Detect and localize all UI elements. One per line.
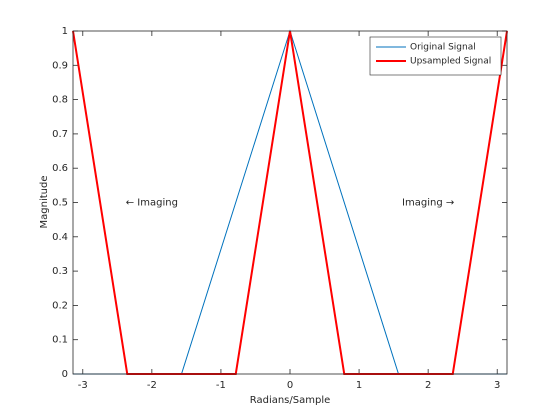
legend-box xyxy=(369,36,502,76)
axes-box xyxy=(72,30,508,375)
legend-label: Original Signal xyxy=(410,43,476,53)
x-tick-label: 0 xyxy=(287,380,293,391)
legend-label: Upsampled Signal xyxy=(410,57,491,67)
x-tick-label: -3 xyxy=(78,380,88,391)
x-tick-label: 1 xyxy=(356,380,362,391)
x-tick-label: 3 xyxy=(494,380,500,391)
x-tick-label: 2 xyxy=(425,380,431,391)
y-tick-label: 0.7 xyxy=(52,129,68,140)
y-tick-label: 0.2 xyxy=(52,300,68,311)
annotation: ← Imaging xyxy=(126,198,178,209)
legend: Original Signal Upsampled Signal xyxy=(369,36,502,76)
y-tick-label: 1 xyxy=(62,26,68,37)
y-tick-label: 0.5 xyxy=(52,198,68,209)
y-tick-label: 0.6 xyxy=(52,163,68,174)
annotation: Imaging → xyxy=(402,198,454,209)
x-tick-label: -1 xyxy=(216,380,226,391)
y-tick-label: 0.3 xyxy=(52,266,68,277)
y-tick-label: 0.1 xyxy=(52,335,68,346)
y-tick-label: 0 xyxy=(62,369,68,380)
y-tick-label: 0.8 xyxy=(52,95,68,106)
y-axis-label: Magnitude xyxy=(39,176,50,229)
y-tick-label: 0.9 xyxy=(52,60,68,71)
x-axis-label: Radians/Sample xyxy=(250,395,331,406)
y-tick-label: 0.4 xyxy=(52,232,68,243)
x-tick-label: -2 xyxy=(147,380,157,391)
